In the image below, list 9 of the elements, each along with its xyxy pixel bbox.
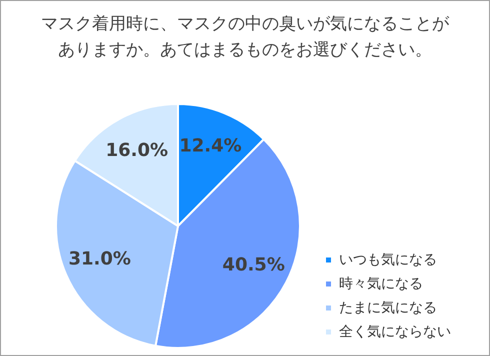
- data-label: 12.4%: [179, 136, 242, 157]
- chart-title: マスク着用時に、マスクの中の臭いが気になることがありますか。あてはまるものをお選びください。: [41, 13, 449, 61]
- legend-label: 時々気になる: [339, 274, 423, 291]
- legend-label: たまに気になる: [339, 298, 437, 315]
- legend-label: いつも気になる: [339, 250, 437, 267]
- data-label: 31.0%: [68, 248, 131, 270]
- legend-label: 全く気にならない: [339, 322, 451, 339]
- data-label: 16.0%: [106, 140, 168, 161]
- data-label: 40.5%: [222, 254, 285, 276]
